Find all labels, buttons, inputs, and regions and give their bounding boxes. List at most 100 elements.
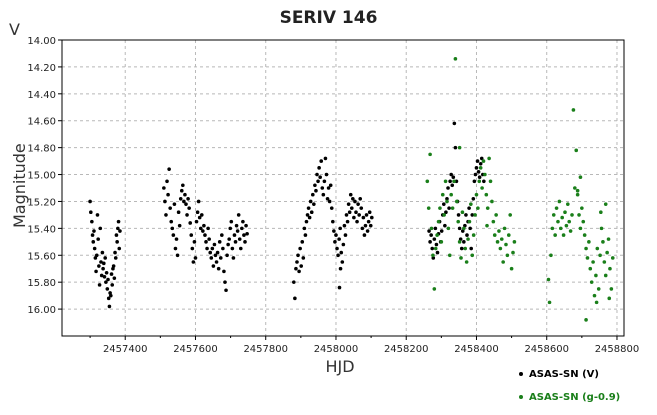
data-point (174, 237, 179, 241)
data-point (445, 199, 449, 204)
data-point (313, 183, 317, 188)
data-point (363, 223, 368, 228)
data-point (111, 264, 116, 268)
y-tick-label: 15.00 (27, 171, 56, 182)
data-point (241, 219, 245, 224)
series-g (425, 57, 615, 322)
data-point (443, 179, 448, 184)
data-point (94, 253, 99, 258)
x-tick-label: 2458800 (595, 344, 640, 355)
data-point (557, 199, 562, 204)
data-point (508, 213, 512, 217)
data-point (325, 196, 330, 201)
data-point (232, 233, 237, 237)
data-point (212, 242, 217, 247)
data-point (438, 206, 442, 210)
data-point (169, 219, 174, 224)
data-point (324, 172, 329, 177)
data-point (339, 250, 344, 255)
data-point (173, 246, 178, 251)
y-tick-label: 14.60 (27, 117, 56, 128)
data-point (582, 233, 587, 237)
y-tick-label: 14.20 (27, 63, 56, 74)
data-point (221, 246, 225, 251)
data-point (480, 186, 484, 190)
data-point (473, 213, 477, 217)
data-point (223, 280, 227, 284)
data-point (450, 183, 455, 188)
data-point (103, 256, 108, 260)
data-point (338, 266, 343, 271)
chart-title: SERIV 146 (279, 8, 378, 28)
data-point (348, 192, 353, 197)
data-point (234, 223, 239, 228)
data-point (564, 223, 569, 228)
data-point (316, 179, 320, 184)
data-point (478, 161, 483, 166)
data-point (554, 206, 559, 210)
data-point (231, 256, 236, 260)
data-point (332, 229, 336, 233)
data-point (184, 202, 188, 206)
data-point (439, 229, 444, 233)
data-point (599, 226, 604, 231)
data-point (92, 229, 96, 233)
data-point (185, 213, 189, 217)
data-point (192, 240, 197, 244)
y-tick-label: 15.20 (27, 197, 56, 208)
data-point (512, 240, 517, 244)
data-point (477, 175, 482, 180)
data-point (429, 226, 434, 231)
data-point (605, 250, 609, 255)
data-point (189, 233, 194, 237)
data-point (504, 242, 508, 247)
legend-marker-v (519, 372, 523, 376)
legend-item-g: ASAS-SN (g-0.9) (519, 392, 620, 403)
data-point (578, 175, 583, 180)
data-point (468, 226, 472, 231)
data-point (462, 226, 466, 231)
data-point (431, 256, 436, 260)
y-tick-label: 14.40 (27, 90, 56, 101)
data-point (240, 226, 244, 231)
data-point (198, 226, 203, 231)
data-point (338, 226, 342, 231)
data-point (315, 172, 319, 177)
data-series (88, 57, 615, 322)
data-point (472, 179, 477, 184)
data-point (97, 264, 101, 268)
data-point (294, 266, 298, 271)
data-point (195, 210, 200, 215)
data-point (601, 240, 605, 244)
data-point (428, 240, 432, 244)
data-point (481, 159, 486, 163)
data-point (101, 261, 106, 266)
data-point (592, 293, 597, 298)
data-point (244, 223, 248, 228)
data-point (116, 219, 121, 224)
data-point (102, 275, 107, 279)
y-tick-label: 15.40 (27, 224, 56, 235)
data-point (211, 264, 216, 268)
data-point (163, 199, 167, 204)
data-point (88, 199, 92, 204)
data-point (228, 226, 233, 231)
data-point (584, 318, 588, 322)
data-point (347, 210, 352, 215)
data-point (292, 280, 296, 284)
plot-frame (61, 39, 625, 337)
data-point (209, 256, 214, 260)
data-point (304, 219, 309, 224)
data-point (165, 179, 169, 184)
data-point (179, 188, 184, 193)
data-point (457, 226, 462, 231)
data-point (206, 226, 210, 231)
data-point (566, 202, 570, 206)
data-point (470, 213, 475, 217)
data-point (467, 206, 471, 210)
data-point (96, 237, 100, 241)
data-point (430, 246, 435, 251)
data-point (233, 240, 238, 244)
data-point (563, 210, 567, 215)
